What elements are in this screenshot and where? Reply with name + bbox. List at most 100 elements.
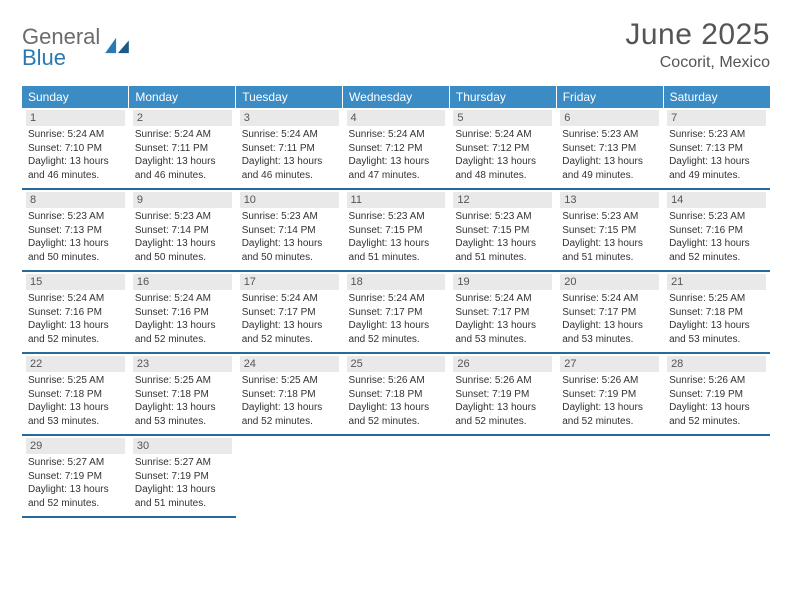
day-number: 28 xyxy=(667,356,766,372)
daylight-text-2: and 51 minutes. xyxy=(562,251,657,265)
day-number: 5 xyxy=(453,110,552,126)
day-number: 10 xyxy=(240,192,339,208)
day-cell: 7 Sunrise: 5:23 AMSunset: 7:13 PMDaylight… xyxy=(663,108,770,189)
day-number: 8 xyxy=(26,192,125,208)
sunrise-text: Sunrise: 5:26 AM xyxy=(349,374,444,388)
day-details: Sunrise: 5:23 AMSunset: 7:13 PMDaylight:… xyxy=(667,128,766,182)
day-details: Sunrise: 5:26 AMSunset: 7:19 PMDaylight:… xyxy=(560,374,659,428)
day-details: Sunrise: 5:24 AMSunset: 7:17 PMDaylight:… xyxy=(453,292,552,346)
daylight-text-1: Daylight: 13 hours xyxy=(135,401,230,415)
sunrise-text: Sunrise: 5:26 AM xyxy=(455,374,550,388)
day-details: Sunrise: 5:23 AMSunset: 7:14 PMDaylight:… xyxy=(240,210,339,264)
sunset-text: Sunset: 7:15 PM xyxy=(455,224,550,238)
day-cell: 11 Sunrise: 5:23 AMSunset: 7:15 PMDayligh… xyxy=(343,189,450,271)
sunset-text: Sunset: 7:19 PM xyxy=(669,388,764,402)
sunset-text: Sunset: 7:11 PM xyxy=(242,142,337,156)
daylight-text-1: Daylight: 13 hours xyxy=(349,155,444,169)
daylight-text-1: Daylight: 13 hours xyxy=(28,237,123,251)
daylight-text-1: Daylight: 13 hours xyxy=(349,401,444,415)
day-number: 6 xyxy=(560,110,659,126)
daylight-text-2: and 50 minutes. xyxy=(28,251,123,265)
sunrise-text: Sunrise: 5:25 AM xyxy=(135,374,230,388)
day-cell: 21 Sunrise: 5:25 AMSunset: 7:18 PMDayligh… xyxy=(663,271,770,353)
sunrise-text: Sunrise: 5:24 AM xyxy=(135,128,230,142)
day-number: 27 xyxy=(560,356,659,372)
day-number: 11 xyxy=(347,192,446,208)
sunset-text: Sunset: 7:13 PM xyxy=(669,142,764,156)
day-header-row: Sunday Monday Tuesday Wednesday Thursday… xyxy=(22,86,770,108)
daylight-text-2: and 50 minutes. xyxy=(242,251,337,265)
daylight-text-1: Daylight: 13 hours xyxy=(135,237,230,251)
dayhead-wed: Wednesday xyxy=(343,86,450,108)
sunset-text: Sunset: 7:18 PM xyxy=(135,388,230,402)
day-cell: 26Sunrise: 5:26 AMSunset: 7:19 PMDayligh… xyxy=(449,353,556,435)
daylight-text-2: and 52 minutes. xyxy=(669,415,764,429)
sunset-text: Sunset: 7:18 PM xyxy=(28,388,123,402)
sunset-text: Sunset: 7:17 PM xyxy=(242,306,337,320)
sunrise-text: Sunrise: 5:23 AM xyxy=(135,210,230,224)
day-cell: 13Sunrise: 5:23 AMSunset: 7:15 PMDayligh… xyxy=(556,189,663,271)
daylight-text-1: Daylight: 13 hours xyxy=(562,237,657,251)
day-details: Sunrise: 5:26 AMSunset: 7:18 PMDaylight:… xyxy=(347,374,446,428)
day-cell: 20 Sunrise: 5:24 AMSunset: 7:17 PMDayligh… xyxy=(556,271,663,353)
day-number: 21 xyxy=(667,274,766,290)
daylight-text-2: and 47 minutes. xyxy=(349,169,444,183)
day-number: 4 xyxy=(347,110,446,126)
day-cell: 16Sunrise: 5:24 AMSunset: 7:16 PMDayligh… xyxy=(129,271,236,353)
sunrise-text: Sunrise: 5:23 AM xyxy=(349,210,444,224)
day-cell: 24Sunrise: 5:25 AMSunset: 7:18 PMDayligh… xyxy=(236,353,343,435)
sunrise-text: Sunrise: 5:25 AM xyxy=(669,292,764,306)
sunrise-text: Sunrise: 5:24 AM xyxy=(135,292,230,306)
day-number: 20 xyxy=(560,274,659,290)
day-number: 18 xyxy=(347,274,446,290)
sunrise-text: Sunrise: 5:23 AM xyxy=(669,210,764,224)
day-number: 19 xyxy=(453,274,552,290)
day-number: 30 xyxy=(133,438,232,454)
logo: General Blue xyxy=(22,18,131,69)
daylight-text-2: and 49 minutes. xyxy=(562,169,657,183)
day-details: Sunrise: 5:24 AMSunset: 7:17 PMDaylight:… xyxy=(560,292,659,346)
sunset-text: Sunset: 7:11 PM xyxy=(135,142,230,156)
sunrise-text: Sunrise: 5:25 AM xyxy=(28,374,123,388)
sunrise-text: Sunrise: 5:24 AM xyxy=(562,292,657,306)
sunset-text: Sunset: 7:18 PM xyxy=(349,388,444,402)
sunrise-text: Sunrise: 5:24 AM xyxy=(242,292,337,306)
daylight-text-2: and 52 minutes. xyxy=(349,333,444,347)
daylight-text-2: and 50 minutes. xyxy=(135,251,230,265)
day-cell xyxy=(449,435,556,517)
daylight-text-2: and 52 minutes. xyxy=(28,333,123,347)
day-details: Sunrise: 5:25 AMSunset: 7:18 PMDaylight:… xyxy=(667,292,766,346)
day-details: Sunrise: 5:23 AMSunset: 7:14 PMDaylight:… xyxy=(133,210,232,264)
day-number: 16 xyxy=(133,274,232,290)
day-number: 23 xyxy=(133,356,232,372)
daylight-text-2: and 52 minutes. xyxy=(669,251,764,265)
daylight-text-1: Daylight: 13 hours xyxy=(135,483,230,497)
day-cell: 8Sunrise: 5:23 AMSunset: 7:13 PMDaylight… xyxy=(22,189,129,271)
daylight-text-1: Daylight: 13 hours xyxy=(28,155,123,169)
sunset-text: Sunset: 7:19 PM xyxy=(28,470,123,484)
day-cell: 23 Sunrise: 5:25 AMSunset: 7:18 PMDayligh… xyxy=(129,353,236,435)
day-number: 26 xyxy=(453,356,552,372)
day-number: 22 xyxy=(26,356,125,372)
day-number: 7 xyxy=(667,110,766,126)
sunrise-text: Sunrise: 5:24 AM xyxy=(349,128,444,142)
day-cell xyxy=(343,435,450,517)
sunrise-text: Sunrise: 5:24 AM xyxy=(242,128,337,142)
sunset-text: Sunset: 7:15 PM xyxy=(562,224,657,238)
day-details: Sunrise: 5:23 AMSunset: 7:15 PMDaylight:… xyxy=(347,210,446,264)
daylight-text-2: and 53 minutes. xyxy=(455,333,550,347)
logo-sail-icon xyxy=(103,35,131,60)
dayhead-thu: Thursday xyxy=(449,86,556,108)
day-number: 2 xyxy=(133,110,232,126)
daylight-text-2: and 53 minutes. xyxy=(135,415,230,429)
day-cell: 22Sunrise: 5:25 AMSunset: 7:18 PMDayligh… xyxy=(22,353,129,435)
daylight-text-1: Daylight: 13 hours xyxy=(28,319,123,333)
logo-word-blue: Blue xyxy=(22,47,100,69)
daylight-text-1: Daylight: 13 hours xyxy=(455,237,550,251)
day-number: 25 xyxy=(347,356,446,372)
sunset-text: Sunset: 7:19 PM xyxy=(562,388,657,402)
daylight-text-2: and 52 minutes. xyxy=(242,333,337,347)
day-number: 17 xyxy=(240,274,339,290)
day-cell: 28Sunrise: 5:26 AMSunset: 7:19 PMDayligh… xyxy=(663,353,770,435)
daylight-text-1: Daylight: 13 hours xyxy=(455,401,550,415)
